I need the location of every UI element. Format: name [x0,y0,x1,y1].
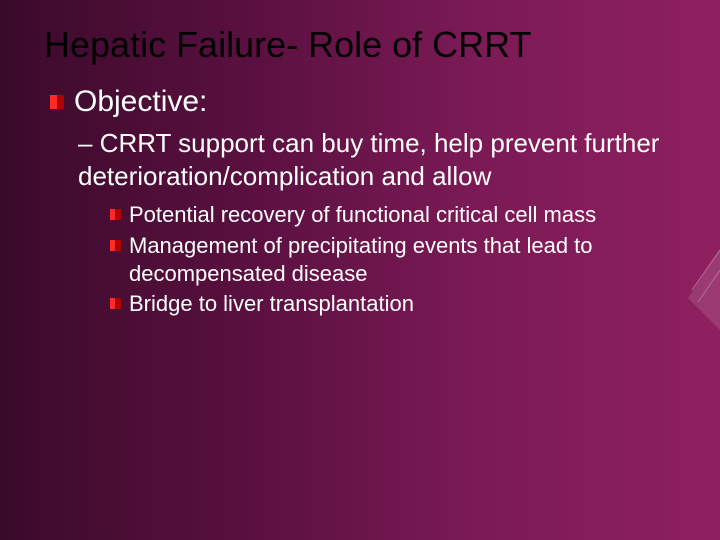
bullet-level1: Objective: [50,83,670,121]
level2-text: – CRRT support can buy time, help preven… [78,127,670,194]
level3-list: Potential recovery of functional critica… [110,201,670,318]
bullet-level3: Bridge to liver transplantation [110,290,670,318]
level3-text: Management of precipitating events that … [129,232,670,288]
level3-text: Potential recovery of functional critica… [129,201,596,229]
square-bullet-icon [110,298,121,309]
slide: Hepatic Failure- Role of CRRT Objective:… [0,0,720,540]
square-bullet-icon [110,240,121,251]
slide-body: Objective: – CRRT support can buy time, … [0,83,720,318]
slide-title: Hepatic Failure- Role of CRRT [0,0,720,83]
square-bullet-icon [110,209,121,220]
square-bullet-icon [50,95,64,109]
bullet-level3: Potential recovery of functional critica… [110,201,670,229]
level3-text: Bridge to liver transplantation [129,290,414,318]
level1-text: Objective: [74,83,207,121]
bullet-level3: Management of precipitating events that … [110,232,670,288]
